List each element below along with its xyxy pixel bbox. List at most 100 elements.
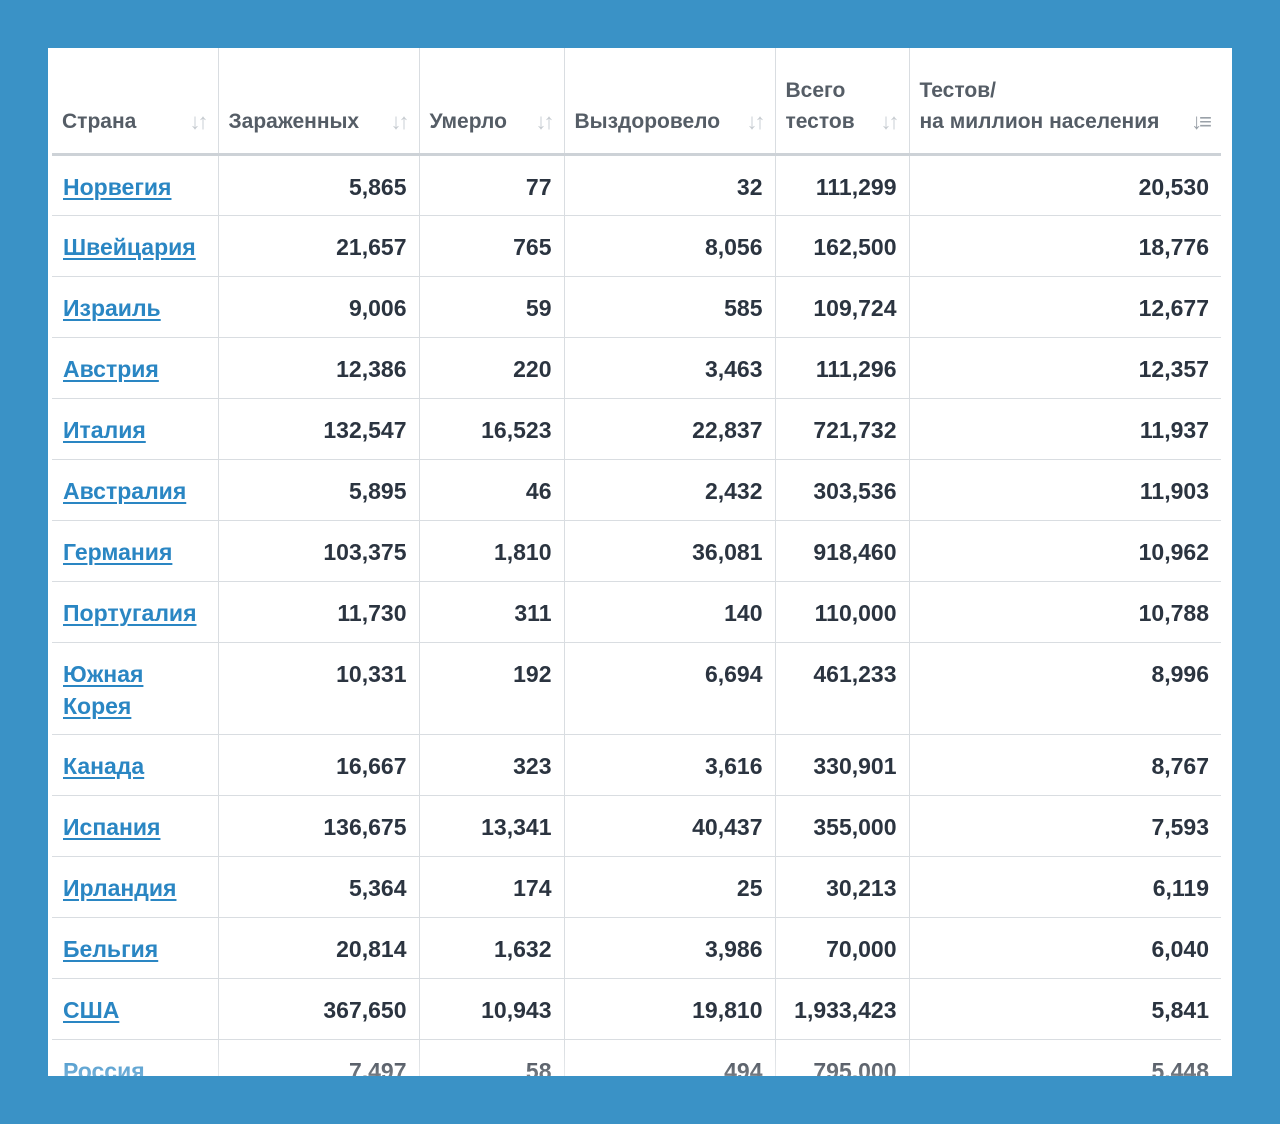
header-line-1: Всего (785, 79, 846, 102)
tests-cell: 111,299 (775, 154, 910, 216)
sort-desc-icon[interactable]: ↓≡ (1191, 109, 1212, 134)
infected-cell: 12,386 (218, 337, 420, 399)
country-cell: Испания (52, 795, 219, 857)
recovered-cell: 2,432 (564, 459, 776, 521)
country-link[interactable]: Норвегия (63, 174, 172, 200)
sort-icon[interactable]: ↓↑ (880, 109, 900, 134)
infected-cell: 136,675 (218, 795, 420, 857)
table-row: Португалия 11,730 311 140 110,000 10,788 (52, 581, 1221, 643)
tests-cell: 461,233 (775, 642, 910, 735)
country-cell: Ирландия (52, 856, 219, 918)
column-header-country[interactable]: Страна ↓↑ (52, 48, 219, 156)
deaths-cell: 174 (419, 856, 565, 918)
country-cell: США (52, 978, 219, 1040)
per-million-cell: 10,788 (909, 581, 1221, 643)
per-million-cell: 18,776 (909, 215, 1221, 277)
country-link[interactable]: Германия (63, 539, 173, 565)
table-row: Бельгия 20,814 1,632 3,986 70,000 6,040 (52, 917, 1221, 979)
deaths-cell: 1,810 (419, 520, 565, 582)
country-link[interactable]: Ирландия (63, 875, 177, 901)
infected-cell: 367,650 (218, 978, 420, 1040)
per-million-cell: 20,530 (909, 154, 1221, 216)
table-body: Норвегия 5,865 77 32 111,299 20,530 Швейцария… (52, 154, 1221, 1076)
infected-cell: 7,497 (218, 1039, 420, 1076)
sort-icon[interactable]: ↓↑ (535, 109, 555, 134)
recovered-cell: 32 (564, 154, 776, 216)
deaths-cell: 765 (419, 215, 565, 277)
infected-cell: 10,331 (218, 642, 420, 735)
country-cell: Норвегия (52, 154, 219, 216)
column-header-tests-per-million[interactable]: Тестов/на миллион населения ↓≡ (909, 48, 1221, 156)
tests-cell: 330,901 (775, 734, 910, 796)
country-link[interactable]: Португалия (63, 600, 197, 626)
column-header-infected[interactable]: Зараженных ↓↑ (218, 48, 420, 156)
tests-cell: 721,732 (775, 398, 910, 460)
country-link[interactable]: Канада (63, 753, 145, 779)
country-link[interactable]: США (63, 997, 120, 1023)
country-link[interactable]: Австрия (63, 356, 159, 382)
header-line-2: Зараженных (228, 110, 360, 133)
per-million-cell: 6,119 (909, 856, 1221, 918)
tests-cell: 30,213 (775, 856, 910, 918)
tests-cell: 110,000 (775, 581, 910, 643)
column-header-total-tests[interactable]: Всего тестов ↓↑ (775, 48, 910, 156)
recovered-cell: 585 (564, 276, 776, 338)
country-link[interactable]: Швейцария (63, 234, 196, 260)
table-row: Швейцария 21,657 765 8,056 162,500 18,776 (52, 215, 1221, 277)
deaths-cell: 58 (419, 1039, 565, 1076)
country-cell: Швейцария (52, 215, 219, 277)
per-million-cell: 7,593 (909, 795, 1221, 857)
table-row: Южная Корея 10,331 192 6,694 461,233 8,996 (52, 642, 1221, 735)
infected-cell: 16,667 (218, 734, 420, 796)
table-row: США 367,650 10,943 19,810 1,933,423 5,841 (52, 978, 1221, 1040)
country-link[interactable]: Израиль (63, 295, 161, 321)
deaths-cell: 323 (419, 734, 565, 796)
infected-cell: 5,865 (218, 154, 420, 216)
recovered-cell: 22,837 (564, 398, 776, 460)
infected-cell: 5,364 (218, 856, 420, 918)
tests-cell: 70,000 (775, 917, 910, 979)
country-link[interactable]: Россия (63, 1058, 145, 1076)
tests-cell: 303,536 (775, 459, 910, 521)
country-link[interactable]: Австралия (63, 478, 187, 504)
table-row: Австрия 12,386 220 3,463 111,296 12,357 (52, 337, 1221, 399)
infected-cell: 21,657 (218, 215, 420, 277)
recovered-cell: 3,463 (564, 337, 776, 399)
per-million-cell: 11,903 (909, 459, 1221, 521)
per-million-cell: 8,996 (909, 642, 1221, 735)
column-header-recovered[interactable]: Выздоровело ↓↑ (564, 48, 776, 156)
infected-cell: 9,006 (218, 276, 420, 338)
country-cell: Россия (52, 1039, 219, 1076)
recovered-cell: 25 (564, 856, 776, 918)
country-cell: Канада (52, 734, 219, 796)
per-million-cell: 6,040 (909, 917, 1221, 979)
testing-table: Страна ↓↑ Зараженных ↓↑ Умерло ↓↑ (52, 48, 1221, 1076)
sort-icon[interactable]: ↓↑ (390, 109, 410, 134)
country-link[interactable]: Бельгия (63, 936, 159, 962)
country-link[interactable]: Южная Корея (63, 661, 144, 719)
table-header: Страна ↓↑ Зараженных ↓↑ Умерло ↓↑ (52, 48, 1221, 156)
sort-icon[interactable]: ↓↑ (746, 109, 766, 134)
column-header-deaths[interactable]: Умерло ↓↑ (419, 48, 565, 156)
sort-icon[interactable]: ↓↑ (189, 109, 209, 134)
infected-cell: 103,375 (218, 520, 420, 582)
data-panel: Страна ↓↑ Зараженных ↓↑ Умерло ↓↑ (48, 48, 1232, 1076)
deaths-cell: 311 (419, 581, 565, 643)
recovered-cell: 8,056 (564, 215, 776, 277)
infected-cell: 132,547 (218, 398, 420, 460)
deaths-cell: 1,632 (419, 917, 565, 979)
per-million-cell: 11,937 (909, 398, 1221, 460)
country-link[interactable]: Италия (63, 417, 146, 443)
country-cell: Австралия (52, 459, 219, 521)
tests-cell: 1,933,423 (775, 978, 910, 1040)
infected-cell: 11,730 (218, 581, 420, 643)
recovered-cell: 6,694 (564, 642, 776, 735)
table-row: Италия 132,547 16,523 22,837 721,732 11,937 (52, 398, 1221, 460)
country-link[interactable]: Испания (63, 814, 161, 840)
per-million-cell: 12,357 (909, 337, 1221, 399)
table-row: Израиль 9,006 59 585 109,724 12,677 (52, 276, 1221, 338)
table-row: Австралия 5,895 46 2,432 303,536 11,903 (52, 459, 1221, 521)
country-cell: Германия (52, 520, 219, 582)
per-million-cell: 12,677 (909, 276, 1221, 338)
recovered-cell: 3,986 (564, 917, 776, 979)
